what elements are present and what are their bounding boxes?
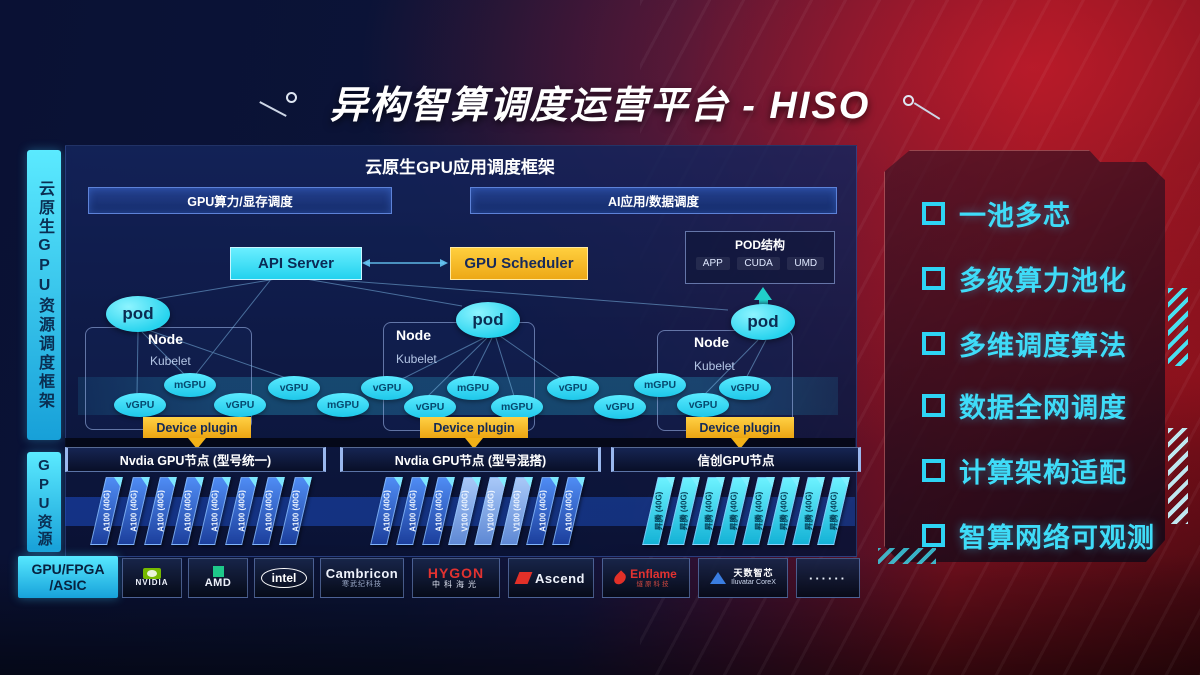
- gpu-card-group-1: A100 (40G) A100 (40G) A100 (40G) A100 (4…: [90, 477, 312, 545]
- gpu-ellipse: vGPU: [719, 376, 771, 400]
- gpu-card: A100 (40G): [252, 477, 285, 545]
- pod-ellipse-2: pod: [456, 302, 520, 338]
- hazard-stripes-right-bottom: [1168, 428, 1188, 524]
- gpu-ellipse: mGPU: [164, 373, 216, 397]
- feature-item-4: 数据全网调度: [922, 386, 1127, 425]
- square-bullet-icon: [922, 524, 945, 547]
- device-plugin-down-arrow-icon: [731, 438, 749, 449]
- amd-logo-icon: [212, 566, 224, 578]
- kubelet-label: Kubelet: [694, 359, 735, 373]
- device-plugin-down-arrow-icon: [465, 438, 483, 449]
- rail-gpu-resource: GPU资源: [27, 452, 61, 552]
- ai-data-scheduling-bar: AI应用/数据调度: [470, 187, 837, 214]
- gpu-ellipse: mGPU: [634, 373, 686, 397]
- gpu-ellipse: mGPU: [491, 395, 543, 419]
- feature-item-5: 计算架构适配: [922, 451, 1127, 490]
- feature-item-6: 智算网络可观测: [922, 516, 1155, 555]
- pod-structure-box: POD结构 APP CUDA UMD: [685, 231, 835, 284]
- gpu-ellipse: vGPU: [268, 376, 320, 400]
- gpu-card: A100 (40G): [171, 477, 204, 545]
- rail-cloud-native-gpu-framework: 云原生GPU资源调度框架: [27, 150, 61, 440]
- device-plugin-box-2: Device plugin: [420, 417, 528, 438]
- panel-divider: [65, 438, 855, 447]
- vendor-intel: intel: [254, 558, 314, 598]
- iluvatar-logo-icon: [710, 572, 727, 584]
- pod-up-arrow-icon: [754, 287, 772, 300]
- vendor-iluvatar: 天数智芯 Iluvatar CoreX: [698, 558, 788, 598]
- gpu-ellipse: vGPU: [547, 376, 599, 400]
- square-bullet-icon: [922, 267, 945, 290]
- title-circuit-dot-left-icon: [286, 92, 297, 103]
- page-title: 异构智算调度运营平台 - HISO: [329, 85, 871, 127]
- gpu-ellipse: vGPU: [114, 393, 166, 417]
- pod-chip-cuda: CUDA: [737, 257, 780, 270]
- gpu-card: A100 (40G): [144, 477, 177, 545]
- gpu-scheduler-box: GPU Scheduler: [450, 247, 588, 280]
- gpu-ellipse: mGPU: [317, 393, 369, 417]
- gpu-card: A100 (40G): [117, 477, 150, 545]
- gpu-card-group-2: A100 (40G) A100 (40G) A100 (40G) V100 (4…: [370, 477, 585, 545]
- gpu-ellipse: vGPU: [404, 395, 456, 419]
- kubelet-label: Kubelet: [150, 354, 191, 368]
- vendor-hygon: HYGON 中科海光: [412, 558, 500, 598]
- hazard-stripes-right-top: [1168, 288, 1188, 366]
- hardware-label: GPU/FPGA /ASIC: [18, 556, 118, 598]
- device-plugin-box-1: Device plugin: [143, 417, 251, 438]
- square-bullet-icon: [922, 202, 945, 225]
- nvidia-logo-icon: [143, 568, 161, 580]
- gpu-ellipse: vGPU: [214, 393, 266, 417]
- feature-item-2: 多级算力池化: [922, 259, 1127, 298]
- node-label: Node: [396, 327, 431, 343]
- framework-header: 云原生GPU应用调度框架: [365, 158, 555, 177]
- vendor-enflame: Enflame 燧原科技: [602, 558, 690, 598]
- feature-item-3: 多维调度算法: [922, 324, 1127, 363]
- gpu-card-group-3: 昇腾 (40G) 昇腾 (40G) 昇腾 (40G) 昇腾 (40G) 昇腾 (…: [642, 477, 850, 545]
- device-plugin-down-arrow-icon: [188, 438, 206, 449]
- api-server-box: API Server: [230, 247, 362, 280]
- square-bullet-icon: [922, 459, 945, 482]
- gpu-node-bar-mixed: Nvdia GPU节点 (型号混搭): [340, 447, 601, 472]
- intel-logo-icon: intel: [260, 568, 308, 588]
- pod-structure-title: POD结构: [734, 238, 785, 252]
- vendor-amd: AMD: [188, 558, 248, 598]
- vendor-cambricon: Cambricon 寒武纪科技: [320, 558, 404, 598]
- ascend-logo-icon: [514, 572, 533, 584]
- pod-chip-umd: UMD: [787, 257, 825, 270]
- gpu-ellipse: vGPU: [677, 393, 729, 417]
- gpu-node-bar-uniform: Nvdia GPU节点 (型号统一): [65, 447, 326, 472]
- kubelet-label: Kubelet: [396, 352, 437, 366]
- gpu-node-bar-xinchuang: 信创GPU节点: [611, 447, 861, 472]
- gpu-card: A100 (40G): [225, 477, 258, 545]
- enflame-logo-icon: [612, 569, 629, 587]
- vendor-more: ······: [796, 558, 860, 598]
- gpu-ellipse: vGPU: [594, 395, 646, 419]
- features-panel: [884, 150, 1165, 562]
- gpu-card: A100 (40G): [198, 477, 231, 545]
- pod-ellipse-1: pod: [106, 296, 170, 332]
- vendor-nvidia: NVIDIA: [122, 558, 182, 598]
- feature-item-1: 一池多芯: [922, 194, 1071, 233]
- square-bullet-icon: [922, 394, 945, 417]
- node-label: Node: [694, 334, 729, 350]
- gpu-compute-scheduling-bar: GPU算力/显存调度: [88, 187, 392, 214]
- title-circuit-dot-right-icon: [903, 95, 914, 106]
- square-bullet-icon: [922, 332, 945, 355]
- gpu-ellipse: vGPU: [361, 376, 413, 400]
- vendor-ascend: Ascend: [508, 558, 594, 598]
- pod-chip-app: APP: [695, 257, 730, 270]
- device-plugin-box-3: Device plugin: [686, 417, 794, 438]
- pod-ellipse-3: pod: [731, 304, 795, 340]
- node-label: Node: [148, 331, 183, 347]
- gpu-ellipse: mGPU: [447, 376, 499, 400]
